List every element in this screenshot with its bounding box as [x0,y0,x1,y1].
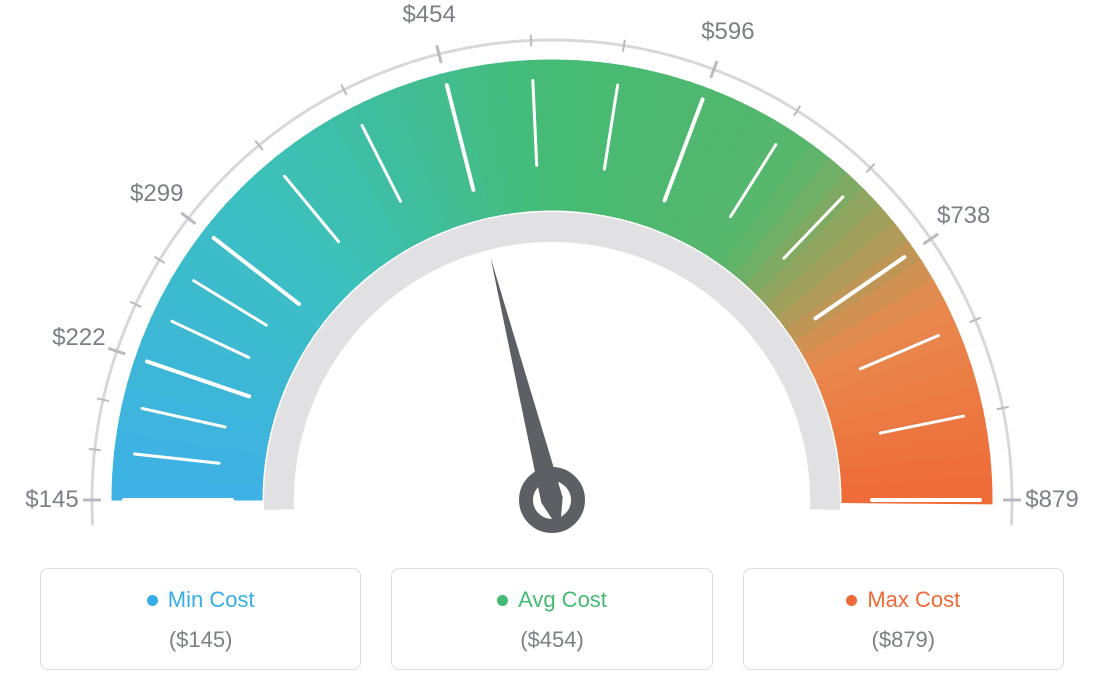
gauge-tick-label: $145 [25,486,78,514]
gauge-chart: $145 $222 $299 $454 $596 $738 $879 [0,0,1104,560]
gauge-tick-label: $596 [701,18,754,46]
legend-label-max: Max Cost [867,587,960,613]
legend-value-avg: ($454) [402,627,701,653]
gauge-tick-label: $738 [937,202,990,230]
legend-dot-min [147,595,158,606]
legend-title-min: Min Cost [147,587,255,613]
chart-container: $145 $222 $299 $454 $596 $738 $879 Min Cost ($… [0,0,1104,690]
legend-title-avg: Avg Cost [497,587,607,613]
legend-dot-max [846,595,857,606]
gauge-tick-label: $454 [402,1,455,29]
gauge-tick-label: $879 [1025,486,1078,514]
legend-card-min: Min Cost ($145) [40,568,361,670]
legend-label-min: Min Cost [168,587,255,613]
legend-value-max: ($879) [754,627,1053,653]
gauge-tick-label: $299 [130,180,183,208]
legend-title-max: Max Cost [846,587,960,613]
legend-value-min: ($145) [51,627,350,653]
legend-card-max: Max Cost ($879) [743,568,1064,670]
gauge-svg [0,0,1104,560]
gauge-tick-label: $222 [52,324,105,352]
legend-dot-avg [497,595,508,606]
legend-label-avg: Avg Cost [518,587,607,613]
legend-row: Min Cost ($145) Avg Cost ($454) Max Cost… [40,568,1064,670]
legend-card-avg: Avg Cost ($454) [391,568,712,670]
